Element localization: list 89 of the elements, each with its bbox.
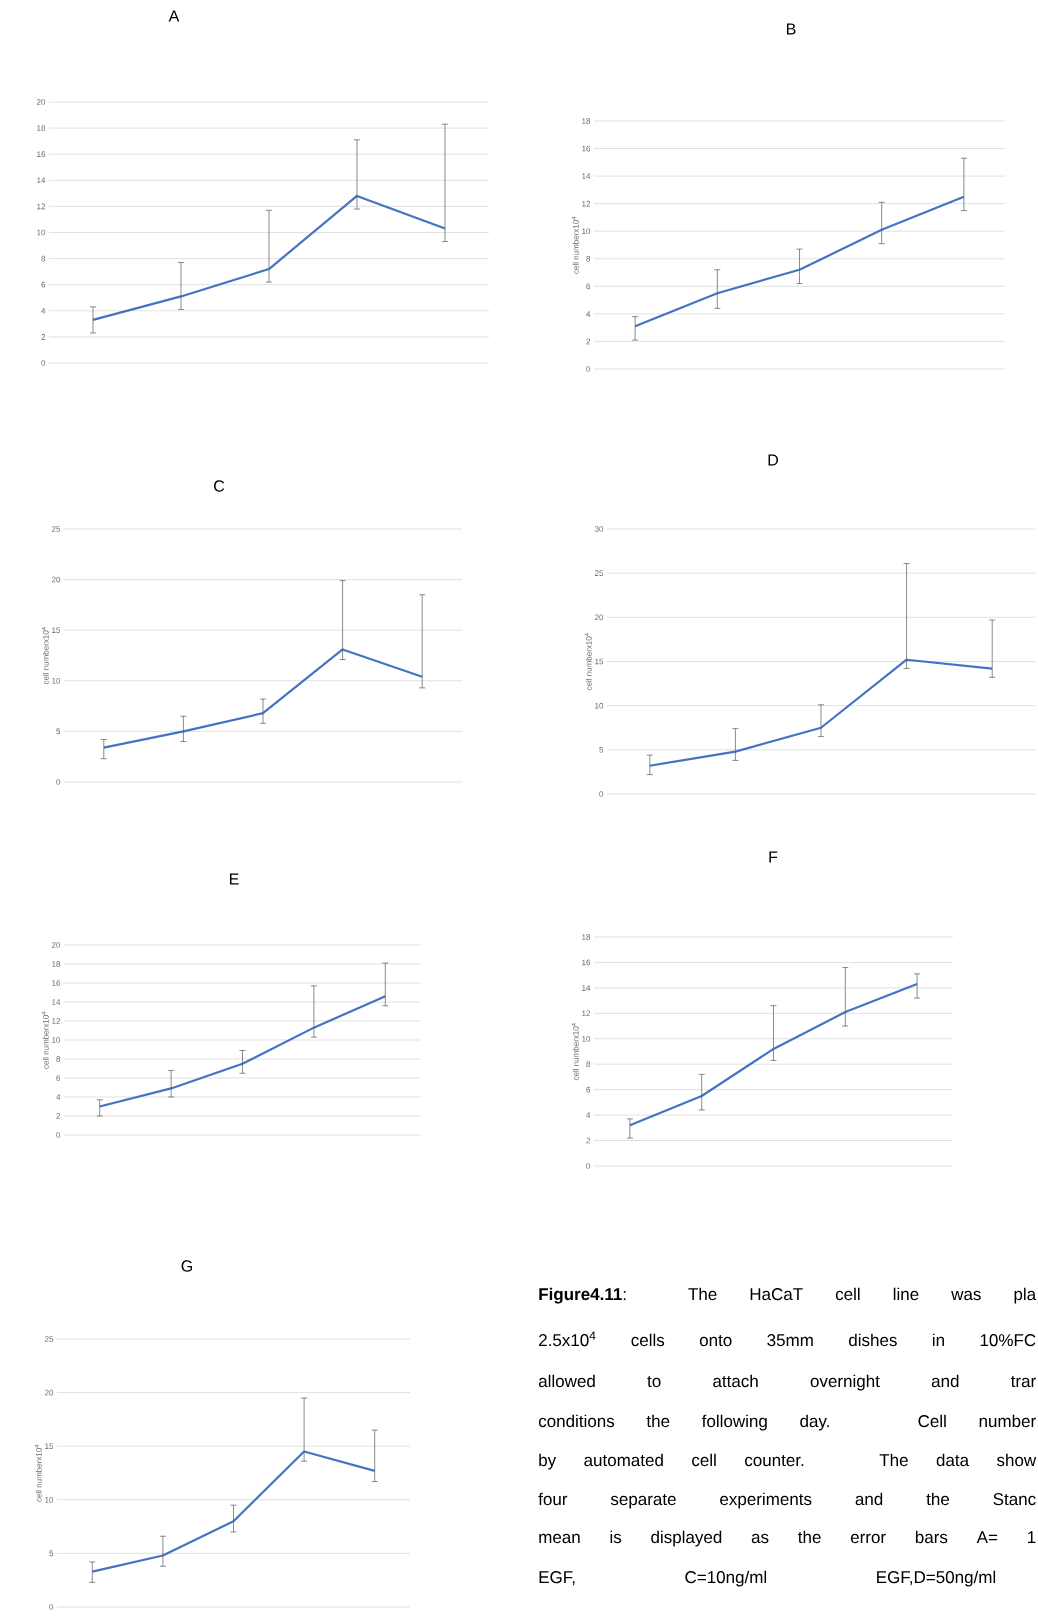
chart-title: A [168,10,180,22]
y-tick-label: 15 [52,627,61,633]
y-tick-label: 0 [56,779,61,785]
y-tick-label: 16 [582,145,591,152]
y-tick-label: 12 [37,203,46,210]
y-tick-label: 4 [586,311,591,317]
y-tick-label: 14 [37,177,46,184]
y-tick-label: 2 [56,1113,61,1119]
y-tick-label: 14 [52,999,61,1005]
y-tick-label: 25 [594,570,604,576]
y-tick-label: 10 [582,228,591,235]
y-tick-label: 18 [52,961,61,967]
y-tick-label: 16 [582,959,591,966]
text: allowed to attach overnight and trar [538,1374,1036,1391]
y-tick-label: 10 [37,229,46,236]
y-tick-label: 0 [56,1132,61,1138]
y-axis-title: cell numberx10$^{4}$ [571,216,579,274]
line-series [91,194,447,322]
y-tick-label: 20 [44,1389,54,1396]
chart-title: E [229,873,239,885]
y-tick-label: 30 [594,526,604,532]
y-tick-label: 2 [586,338,591,345]
text: by automated cell counter. The data show [539,1453,1037,1470]
y-tick-label: 16 [37,151,46,158]
y-tick-label: 12 [582,1010,591,1017]
chart-title: F [769,851,778,863]
y-tick-label: 6 [41,281,46,288]
y-tick-label: 6 [586,1086,591,1093]
y-tick-label: 10 [52,1037,61,1043]
y-axis-title: cell numberx10$^{4}$ [41,1011,49,1069]
text: four separate experiments and the Stanc [538,1492,1036,1509]
y-tick-label: 0 [586,1163,591,1169]
y-tick-label: 0 [599,791,604,797]
y-tick-label: 4 [41,308,46,314]
y-tick-label: 2 [586,1137,591,1144]
y-tick-label: 18 [582,934,591,940]
y-tick-label: 14 [582,985,591,991]
y-tick-label: 25 [44,1336,54,1342]
line-series [648,658,994,767]
y-tick-label: 10 [45,1496,54,1503]
line-series [102,648,424,749]
y-tick-label: 0 [586,366,591,372]
y-tick-label: 18 [37,125,46,131]
y-tick-label: 6 [586,283,591,290]
line-series [634,195,965,328]
y-tick-label: 5 [49,1550,54,1557]
y-tick-label: 10 [52,677,61,684]
y-tick-label: 12 [582,200,591,207]
y-tick-label: 8 [41,255,46,262]
line-series [628,982,919,1127]
y-tick-label: 20 [51,576,61,583]
y-tick-label: 12 [52,1018,61,1024]
y-axis-title: cell numberx10$^{4}$ [41,627,49,685]
chart-title: G [181,1260,193,1272]
y-tick-label: 20 [51,942,61,948]
y-tick-label: 15 [45,1443,54,1449]
chart-title: D [768,454,779,466]
y-tick-label: 0 [49,1604,54,1610]
y-tick-label: 25 [51,526,61,532]
chart-title: C [214,480,225,492]
y-tick-label: 5 [599,747,604,753]
y-tick-label: 20 [594,614,604,621]
y-tick-label: 14 [582,173,591,179]
y-tick-label: 6 [56,1075,61,1081]
text: conditions the following day. Cell number [538,1414,1036,1431]
y-axis-title: cell numberx10$^{4}$ [34,1444,42,1502]
text: 2.5x10$^{4}$ cells onto 35mm dishes in 10%FC [539,1331,1036,1347]
y-tick-label: 15 [595,658,604,665]
y-tick-label: 8 [586,1061,591,1068]
chart-title: B [786,23,796,35]
y-tick-label: 4 [56,1094,61,1100]
y-tick-label: 4 [586,1112,591,1118]
y-tick-label: 8 [586,255,591,262]
y-tick-label: 2 [41,334,46,340]
y-tick-label: 16 [52,980,61,986]
text: EGF, C=10ng/ml EGF,D=50ng/ml [539,1570,996,1587]
y-tick-label: 20 [36,99,46,105]
y-tick-label: 18 [582,118,591,124]
y-tick-label: 8 [56,1056,61,1062]
y-axis-title: cell numberx10$^{4}$ [584,633,592,691]
y-axis-title: cell numberx10$^{4}$ [571,1023,579,1081]
line-series [91,1450,376,1573]
line-series [98,995,387,1108]
text: mean is displayed as the error bars A= 1 [539,1530,1036,1547]
y-tick-label: 10 [582,1035,591,1042]
text: Figure4.11: The HaCaT cell line was pla [539,1287,1037,1304]
y-tick-label: 5 [56,728,61,735]
y-tick-label: 10 [595,702,604,709]
y-tick-label: 0 [41,360,46,366]
